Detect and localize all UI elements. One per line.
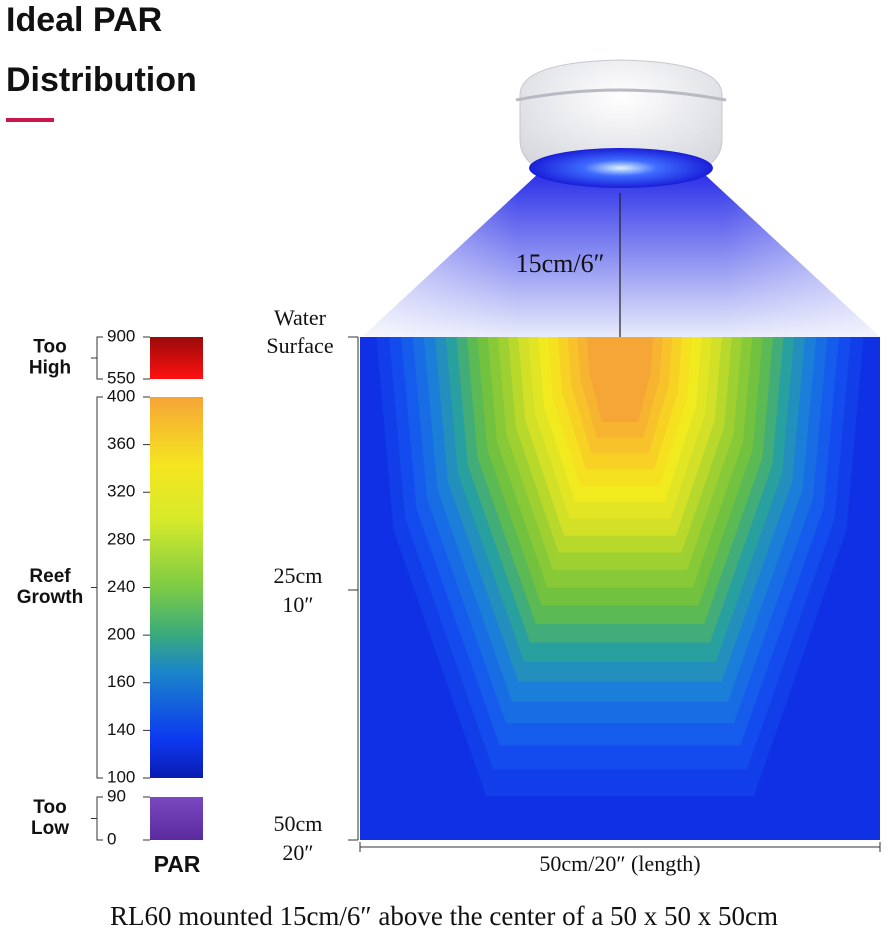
lamp (515, 59, 727, 188)
legend-axis-title: PAR (154, 851, 201, 877)
legend-tick-label: 240 (107, 577, 135, 596)
legend-bracket (91, 336, 103, 380)
legend-tick-label: 900 (107, 326, 135, 345)
depth-label: 25cm (274, 563, 323, 588)
depth-label: 10″ (282, 592, 313, 617)
legend-tick-label: 100 (107, 767, 135, 786)
legend: TooHigh900550ReefGrowth40036032028024020… (17, 326, 203, 848)
legend-group-label: Too (33, 797, 66, 818)
legend-tick-label: 90 (107, 786, 126, 805)
legend-tick-label: 200 (107, 625, 135, 644)
legend-bar (150, 397, 203, 778)
legend-group-label: Too (33, 337, 66, 358)
caption: RL60 mounted 15cm/6″ above the center of… (110, 901, 778, 931)
legend-tick-label: 320 (107, 482, 135, 501)
light-beam-shade (362, 172, 880, 337)
legend-tick-label: 0 (107, 829, 116, 848)
length-label: 50cm/20″ (length) (539, 851, 700, 876)
legend-tick-label: 360 (107, 434, 135, 453)
legend-group-label: High (29, 358, 71, 379)
legend-bar (150, 797, 203, 840)
legend-bracket (91, 796, 103, 841)
title-line: Ideal PAR (6, 1, 162, 39)
legend-tick-label: 160 (107, 672, 135, 691)
title-underline (6, 118, 54, 122)
par-layer (587, 337, 653, 422)
mount-height: 15cm/6″ (516, 249, 605, 278)
legend-bracket (91, 396, 103, 779)
legend-bar (150, 337, 203, 379)
depth-label: Surface (266, 333, 333, 358)
legend-tick-label: 140 (107, 720, 135, 739)
depth-label: Water (274, 305, 327, 330)
depth-label: 50cm (274, 811, 323, 836)
legend-tick-label: 400 (107, 386, 135, 405)
legend-group-label: Growth (17, 587, 84, 608)
legend-tick-label: 550 (107, 368, 135, 387)
tank (360, 337, 880, 840)
title-line: Distribution (6, 61, 197, 99)
depth-label: 20″ (282, 840, 313, 865)
legend-tick-label: 280 (107, 529, 135, 548)
legend-group-label: Reef (29, 566, 71, 587)
legend-group-label: Low (31, 818, 69, 839)
